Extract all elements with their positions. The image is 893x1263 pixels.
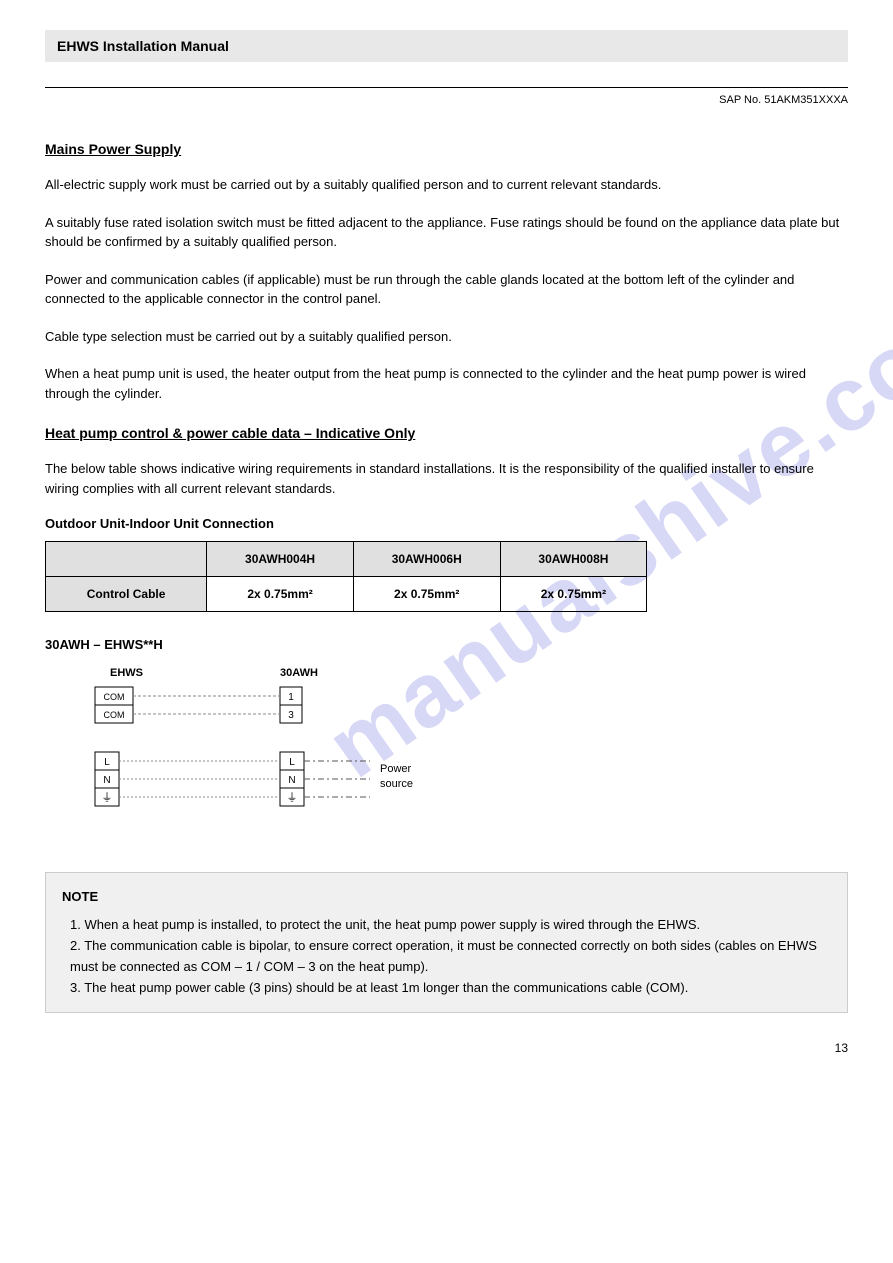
header-bar: EHWS Installation Manual <box>45 30 848 62</box>
header-rule <box>45 87 848 88</box>
paragraph: A suitably fuse rated isolation switch m… <box>45 213 848 252</box>
table-intro: The below table shows indicative wiring … <box>45 459 848 498</box>
note-title: NOTE <box>62 887 831 907</box>
wiring-diagram: EHWS 30AWH COM COM 1 3 L N ⏚ L <box>85 662 848 847</box>
pin-label: COM <box>104 692 125 702</box>
diagram-label-right: 30AWH <box>280 667 318 679</box>
table-header-cell <box>46 542 207 577</box>
pin-label: L <box>104 757 110 768</box>
sub-heading-connection: Outdoor Unit-Indoor Unit Connection <box>45 516 848 531</box>
power-source-label: Power <box>380 763 412 775</box>
power-source-label: source <box>380 778 413 790</box>
pin-label: ⏚ <box>102 791 113 804</box>
document-id: SAP No. 51AKM351XXXA <box>45 94 848 106</box>
table-cell: 2x 0.75mm² <box>500 577 647 612</box>
page-content: EHWS Installation Manual SAP No. 51AKM35… <box>45 30 848 1055</box>
header-title: EHWS Installation Manual <box>57 38 836 54</box>
paragraph: Cable type selection must be carried out… <box>45 327 848 347</box>
pin-label: L <box>289 757 295 768</box>
table-header-row: 30AWH004H 30AWH006H 30AWH008H <box>46 542 647 577</box>
table-header-cell: 30AWH004H <box>207 542 354 577</box>
pin-label: 3 <box>288 710 294 721</box>
table-header-cell: 30AWH008H <box>500 542 647 577</box>
sub-heading-model: 30AWH – EHWS**H <box>45 637 848 652</box>
paragraph: Power and communication cables (if appli… <box>45 270 848 309</box>
table-row: Control Cable 2x 0.75mm² 2x 0.75mm² 2x 0… <box>46 577 647 612</box>
paragraph: When a heat pump unit is used, the heate… <box>45 364 848 403</box>
pin-label: N <box>103 775 110 786</box>
pin-label: 1 <box>288 692 294 703</box>
note-box: NOTE 1. When a heat pump is installed, t… <box>45 872 848 1013</box>
note-item: 3. The heat pump power cable (3 pins) sh… <box>62 978 831 999</box>
pin-label: N <box>288 775 295 786</box>
section-heading-heatpump: Heat pump control & power cable data – I… <box>45 425 848 441</box>
page-number: 13 <box>45 1041 848 1055</box>
section-heading-mains: Mains Power Supply <box>45 141 848 157</box>
note-item: 1. When a heat pump is installed, to pro… <box>62 915 831 936</box>
table-cell: 2x 0.75mm² <box>353 577 500 612</box>
table-cell: 2x 0.75mm² <box>207 577 354 612</box>
table-cell: Control Cable <box>46 577 207 612</box>
pin-label: ⏚ <box>287 791 298 804</box>
cable-data-table: 30AWH004H 30AWH006H 30AWH008H Control Ca… <box>45 541 647 612</box>
paragraph: All-electric supply work must be carried… <box>45 175 848 195</box>
note-item: 2. The communication cable is bipolar, t… <box>62 936 831 978</box>
diagram-label-left: EHWS <box>110 667 143 679</box>
table-header-cell: 30AWH006H <box>353 542 500 577</box>
pin-label: COM <box>104 710 125 720</box>
wiring-diagram-svg: EHWS 30AWH COM COM 1 3 L N ⏚ L <box>85 662 505 842</box>
